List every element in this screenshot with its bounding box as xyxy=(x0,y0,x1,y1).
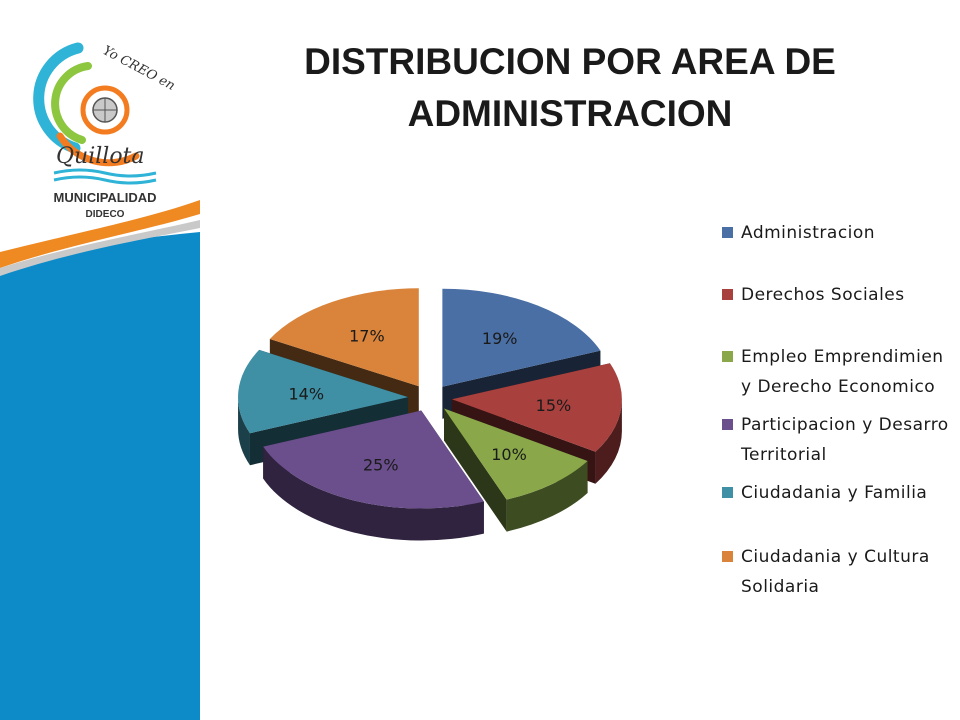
pie-slice-rim-5 xyxy=(238,397,250,466)
data-label-3: 10% xyxy=(491,445,527,464)
legend-swatch xyxy=(722,289,733,300)
pie-tops xyxy=(238,288,622,509)
pie-slice-1 xyxy=(442,288,601,387)
logo-org: MUNICIPALIDAD xyxy=(53,190,156,205)
legend-swatch xyxy=(722,227,733,238)
municipality-logo: Yo CREO en Quillota MUNICIPALIDAD DIDECO xyxy=(33,42,177,220)
legend-swatch xyxy=(722,551,733,562)
pie-slice-3 xyxy=(444,408,588,500)
pie-slice-wall-3-2 xyxy=(444,408,507,532)
pie-slice-2 xyxy=(451,363,622,452)
legend-swatch xyxy=(722,487,733,498)
logo-city: Quillota xyxy=(56,144,145,169)
grey-swoosh xyxy=(0,220,200,276)
pie-slice-4 xyxy=(263,410,484,509)
pie-slice-5 xyxy=(238,349,409,434)
legend-swatch xyxy=(722,419,733,430)
data-label-6: 17% xyxy=(349,327,385,346)
orange-swoosh xyxy=(0,200,200,268)
logo-dept: DIDECO xyxy=(86,209,125,220)
legend-label: Empleo Emprendimien y Derecho Economico xyxy=(741,347,944,397)
data-label-5: 14% xyxy=(288,384,324,403)
legend-swatch xyxy=(722,351,733,362)
legend-label: Administracion xyxy=(741,223,876,243)
chart-title: DISTRIBUCION POR AREA DE ADMINISTRACION xyxy=(304,41,836,134)
legend-label: Participacion y Desarro Territorial xyxy=(741,415,949,465)
blue-side-band xyxy=(0,232,200,720)
data-label-1: 19% xyxy=(482,329,518,348)
data-label-2: 15% xyxy=(536,396,572,415)
pie-slice-6 xyxy=(269,288,419,387)
legend-label: Ciudadania y Familia xyxy=(741,483,928,503)
pie-slice-rim-3 xyxy=(506,461,588,532)
legend-label: Ciudadania y Cultura Solidaria xyxy=(741,547,930,597)
pie-slice-rim-4 xyxy=(263,446,484,541)
legend-label: Derechos Sociales xyxy=(741,285,905,305)
pie-slice-rim-2 xyxy=(595,399,622,484)
data-label-4: 25% xyxy=(363,455,399,474)
